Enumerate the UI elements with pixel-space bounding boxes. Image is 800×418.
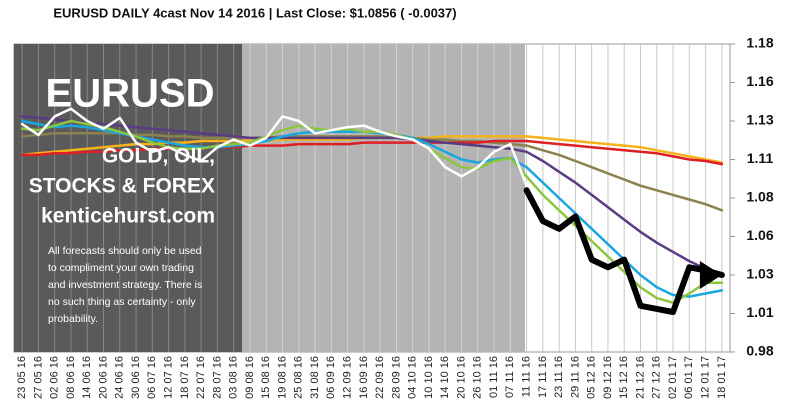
x-tick-label: 14 10 16 (439, 356, 451, 399)
panel-line: STOCKS & FOREX (29, 175, 215, 198)
disclaimer: All forecasts should only be used to comp… (48, 245, 202, 325)
x-tick-label: 20 06 16 (97, 356, 109, 399)
x-tick-label: 02 06 16 (49, 356, 61, 399)
x-tick-label: 17 11 16 (537, 356, 549, 398)
forecast-arrow (699, 261, 722, 289)
panel-heading: EURUSD (46, 72, 215, 116)
x-tick-label: 05 12 16 (586, 356, 598, 399)
x-tick-label: 29 11 16 (569, 356, 581, 398)
x-tick-label: 08 06 16 (65, 356, 77, 399)
y-tick-label: 1.16 (746, 73, 773, 89)
x-tick-label: 09 12 16 (602, 356, 614, 399)
series-line (20, 119, 724, 304)
series-line (20, 132, 724, 212)
y-tick-label: 1.11 (747, 150, 774, 166)
x-tick-label: 22 07 16 (195, 356, 207, 399)
x-tick-label: 21 12 16 (634, 356, 646, 399)
x-tick-label: 15 08 16 (260, 356, 272, 399)
x-tick-label: 23 11 16 (553, 356, 565, 398)
y-tick-label: 1.08 (746, 189, 773, 205)
x-tick-label: 25 08 16 (293, 356, 305, 399)
x-tick-label: 11 11 16 (520, 356, 532, 397)
x-tick-label: 18 07 16 (179, 356, 191, 399)
x-tick-label: 12 07 16 (162, 356, 174, 399)
x-tick-label: 06 09 16 (325, 356, 337, 399)
disclaimer-line: to compliment your own trading (48, 262, 194, 274)
chart-title: EURUSD DAILY 4cast Nov 14 2016 | Last Cl… (53, 5, 456, 20)
x-tick-label: 28 07 16 (211, 356, 223, 399)
lines (20, 107, 725, 315)
panel-line: GOLD, OIL, (102, 145, 215, 168)
series-line (20, 139, 724, 166)
x-tick-label: 28 09 16 (390, 356, 402, 399)
y-tick-label: 1.18 (746, 35, 773, 51)
x-tick-label: 15 12 16 (618, 356, 630, 399)
disclaimer-line: probability. (48, 313, 98, 325)
x-tick-label: 20 10 16 (455, 356, 467, 399)
x-tick-label: 27 12 16 (651, 356, 663, 399)
x-tick-label: 04 10 16 (407, 356, 419, 399)
x-tick-label: 22 09 16 (374, 356, 386, 399)
y-tick-label: 0.98 (746, 343, 773, 359)
x-tick-label: 14 06 16 (81, 356, 93, 399)
y-tick-label: 1.01 (746, 304, 773, 320)
x-tick-label: 31 08 16 (309, 356, 321, 399)
history-shade (14, 44, 242, 352)
series-line (523, 187, 725, 315)
x-tick-label: 30 06 16 (130, 356, 142, 399)
x-tick-label: 19 08 16 (276, 356, 288, 399)
x-tick-label: 26 10 16 (472, 356, 484, 399)
x-tick-label: 06 07 16 (146, 356, 158, 399)
x-tick-label: 23 05 16 (16, 356, 28, 399)
x-tick-label: 12 09 16 (341, 356, 353, 399)
panel-line: kenticehurst.com (41, 205, 215, 228)
x-tick-label: 16 09 16 (358, 356, 370, 399)
y-tick-label: 1.03 (746, 266, 773, 282)
disclaimer-line: All forecasts should only be used (48, 245, 202, 257)
series-line (20, 107, 528, 187)
x-tick-label: 18 01 17 (716, 356, 728, 399)
y-tick-label: 1.13 (746, 112, 773, 128)
x-tick-label: 09 08 16 (244, 356, 256, 399)
x-tick-label: 01 11 16 (488, 356, 500, 398)
disclaimer-line: and investment strategy. There is (48, 279, 202, 291)
x-tick-label: 02 01 17 (667, 356, 679, 399)
x-tick-label: 12 01 17 (699, 356, 711, 399)
y-tick-label: 1.06 (746, 227, 773, 243)
disclaimer-line: no such thing as certainty - only (48, 296, 196, 308)
x-tick-label: 03 08 16 (228, 356, 240, 399)
grid (21, 44, 723, 352)
x-tick-label: 07 11 16 (504, 356, 516, 398)
x-tick-label: 24 06 16 (114, 356, 126, 399)
x-tick-label: 06 01 17 (683, 356, 695, 399)
recent-shade (242, 44, 525, 352)
series-line (20, 115, 724, 277)
x-tick-label: 10 10 16 (423, 356, 435, 399)
x-tick-label: 27 05 16 (32, 356, 44, 399)
